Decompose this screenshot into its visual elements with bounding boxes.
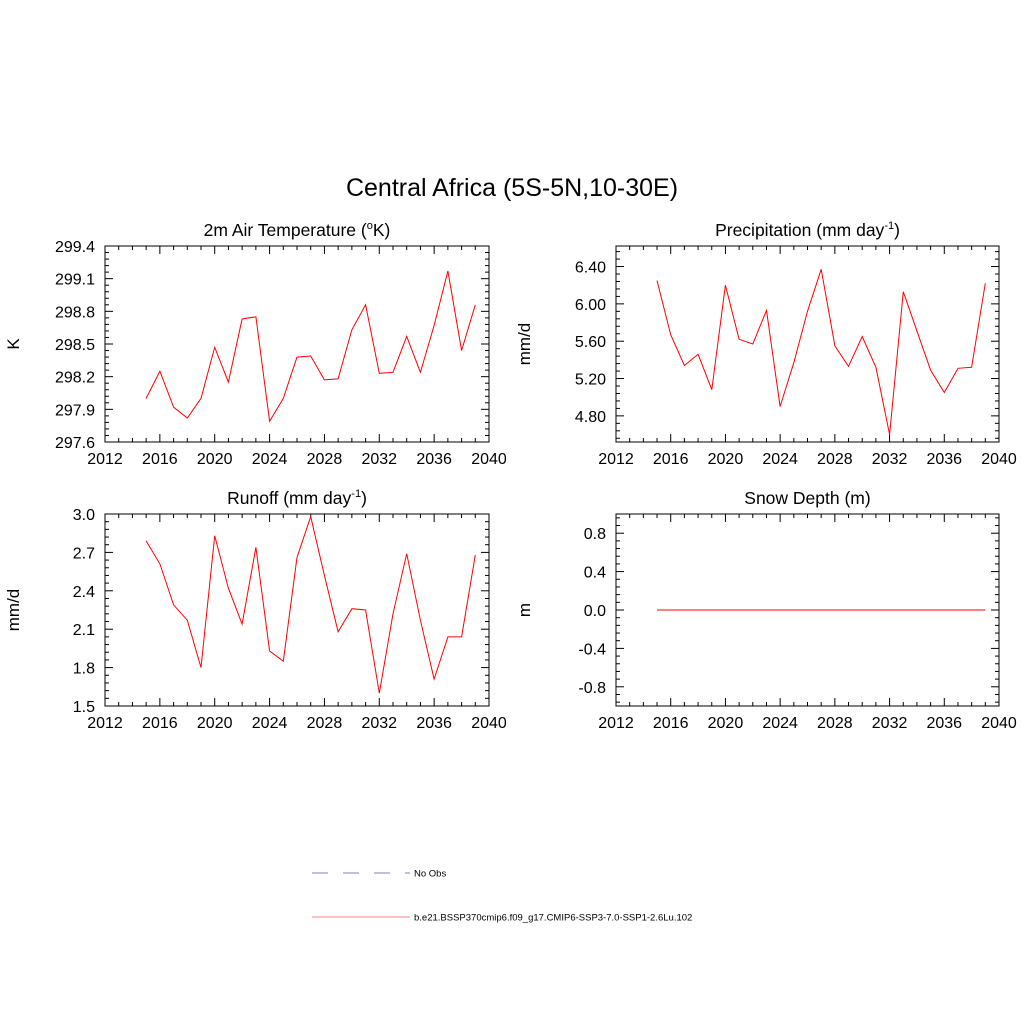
panel-title-superscript: -1 <box>351 488 361 500</box>
y-tick-label: 1.5 <box>73 699 95 716</box>
y-axis-label: K <box>4 338 23 350</box>
y-tick-label: 0.8 <box>584 526 606 543</box>
x-tick-label: 2040 <box>981 451 1017 468</box>
panel-title-main: Runoff (mm day <box>227 488 351 508</box>
x-tick-label: 2036 <box>416 715 452 732</box>
panels: 2m Air Temperature (oK) K 2012 2016 2020 2024… <box>4 220 1017 732</box>
panel-title-main: Precipitation (mm day <box>715 220 884 240</box>
plot-frame <box>615 245 1000 443</box>
y-axis-label: m <box>515 603 534 617</box>
y-tick-label: 6.00 <box>575 297 606 314</box>
x-tick-label: 2016 <box>653 715 689 732</box>
x-tick-label: 2020 <box>197 451 233 468</box>
x-tick-label: 2028 <box>817 451 853 468</box>
panel-4: Snow Depth (m) m 2012 2016 2020 2024 2028 2032 2… <box>515 488 1017 732</box>
panel-title-main: Snow Depth (m) <box>744 488 870 508</box>
y-tick-label: 298.2 <box>55 370 95 387</box>
y-tick-label: 6.40 <box>575 260 606 277</box>
x-tick-label: 2032 <box>872 451 908 468</box>
y-tick-label: 2.4 <box>73 584 95 601</box>
panel-3: Runoff (mm day-1) mm/d 2012 2016 2020 2024 202… <box>4 488 507 732</box>
x-tick-label: 2036 <box>926 451 962 468</box>
x-tick-label: 2036 <box>416 451 452 468</box>
x-tick-label: 2024 <box>762 451 798 468</box>
y-tick-label: 297.6 <box>55 435 95 452</box>
panel-2: Precipitation (mm day-1) mm/d 2012 2016 2020… <box>515 220 1017 468</box>
y-tick-label: 5.60 <box>575 334 606 351</box>
y-tick-label: 1.8 <box>73 661 95 678</box>
panel-title-superscript: -1 <box>884 220 894 232</box>
x-tick-label: 2028 <box>307 451 343 468</box>
x-tick-label: 2024 <box>252 715 288 732</box>
x-tick-label: 2040 <box>471 451 507 468</box>
x-tick-label: 2032 <box>361 451 397 468</box>
y-tick-label: 297.9 <box>55 402 95 419</box>
x-tick-label: 2012 <box>598 451 634 468</box>
x-tick-label: 2028 <box>307 715 343 732</box>
x-tick-label: 2032 <box>872 715 908 732</box>
panel-title-tail: ) <box>361 488 367 508</box>
panel-title: Precipitation (mm day-1) <box>715 220 900 240</box>
panel-title: Runoff (mm day-1) <box>227 488 367 508</box>
y-axis-label: mm/d <box>4 589 23 632</box>
y-tick-label: -0.8 <box>578 680 606 697</box>
y-tick-label: -0.4 <box>578 641 606 658</box>
x-tick-label: 2012 <box>87 715 123 732</box>
x-tick-label: 2016 <box>653 451 689 468</box>
x-tick-label: 2016 <box>142 715 178 732</box>
y-tick-label: 299.1 <box>55 272 95 289</box>
series-line-1 <box>145 514 476 694</box>
y-tick-label: 298.5 <box>55 337 95 354</box>
series-line-1 <box>656 269 986 435</box>
legend-label-1: No Obs <box>414 869 446 880</box>
x-tick-label: 2020 <box>708 715 744 732</box>
panel-title-main: 2m Air Temperature ( <box>204 220 367 240</box>
y-tick-label: 298.8 <box>55 304 95 321</box>
x-tick-label: 2040 <box>471 715 507 732</box>
panel-title: 2m Air Temperature (oK) <box>204 220 391 240</box>
panel-title-tail: K) <box>373 220 391 240</box>
x-tick-label: 2020 <box>197 715 233 732</box>
panel-title: Snow Depth (m) <box>744 488 870 508</box>
y-tick-label: 3.0 <box>73 507 95 524</box>
x-tick-label: 2036 <box>926 715 962 732</box>
y-tick-label: 0.4 <box>584 565 606 582</box>
figure-title: Central Africa (5S-5N,10-30E) <box>346 174 678 202</box>
plot-frame <box>104 245 490 443</box>
y-tick-label: 4.80 <box>575 409 606 426</box>
x-tick-label: 2012 <box>598 715 634 732</box>
y-axis-label: mm/d <box>515 323 534 366</box>
y-tick-label: 299.4 <box>55 239 95 256</box>
y-tick-label: 2.1 <box>73 622 95 639</box>
x-tick-label: 2032 <box>361 715 397 732</box>
y-tick-label: 0.0 <box>584 603 606 620</box>
x-tick-label: 2024 <box>762 715 798 732</box>
panel-title-tail: ) <box>894 220 900 240</box>
x-tick-label: 2020 <box>708 451 744 468</box>
x-tick-label: 2012 <box>87 451 123 468</box>
x-tick-label: 2024 <box>252 451 288 468</box>
x-tick-label: 2016 <box>142 451 178 468</box>
x-tick-label: 2028 <box>817 715 853 732</box>
legend-label-2: b.e21.BSSP370cmip6.f09_g17.CMIP6-SSP3-7.… <box>414 913 692 924</box>
legend: No Obs b.e21.BSSP370cmip6.f09_g17.CMIP6-S… <box>312 869 692 924</box>
plot-frame <box>104 513 490 707</box>
series-line-1 <box>145 270 476 423</box>
panel-title-superscript: o <box>367 220 373 232</box>
y-tick-label: 2.7 <box>73 545 95 562</box>
x-tick-label: 2040 <box>981 715 1017 732</box>
y-tick-label: 5.20 <box>575 372 606 389</box>
panel-1: 2m Air Temperature (oK) K 2012 2016 2020 2024… <box>4 220 507 468</box>
